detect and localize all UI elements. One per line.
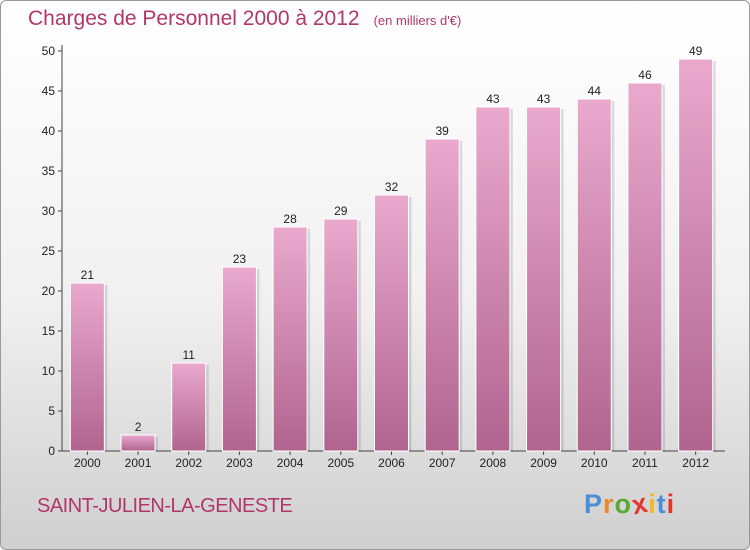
chart-title-text: Charges de Personnel 2000 à 2012 bbox=[28, 7, 360, 30]
bar-value-label: 43 bbox=[486, 92, 500, 106]
y-tick-label: 20 bbox=[42, 284, 56, 298]
bar bbox=[424, 138, 460, 452]
bar-value-label: 28 bbox=[283, 212, 297, 226]
x-tick-label: 2008 bbox=[480, 456, 507, 470]
x-tick-label: 2001 bbox=[125, 456, 152, 470]
bar-value-label: 29 bbox=[334, 204, 348, 218]
y-tick-label: 0 bbox=[48, 444, 55, 458]
y-tick-label: 50 bbox=[42, 44, 56, 58]
x-tick-label: 2000 bbox=[74, 456, 101, 470]
bar bbox=[171, 362, 207, 452]
bar bbox=[272, 226, 308, 452]
y-tick-label: 25 bbox=[42, 244, 56, 258]
bar-value-label: 39 bbox=[436, 124, 450, 138]
bar-value-label: 2 bbox=[135, 420, 142, 434]
x-tick-label: 2011 bbox=[632, 456, 658, 470]
bar-value-label: 44 bbox=[588, 84, 602, 98]
bar-value-label: 11 bbox=[182, 348, 195, 362]
y-tick-label: 35 bbox=[42, 164, 56, 178]
logo-letter: r bbox=[603, 489, 615, 519]
x-tick-label: 2003 bbox=[226, 456, 253, 470]
bar-value-label: 32 bbox=[385, 180, 399, 194]
chart-title: Charges de Personnel 2000 à 2012 (en mill… bbox=[28, 7, 461, 31]
x-tick-label: 2012 bbox=[682, 456, 709, 470]
x-tick-label: 2006 bbox=[378, 456, 405, 470]
chart-subtitle: (en milliers d'€) bbox=[373, 13, 462, 28]
bar-value-label: 49 bbox=[689, 44, 703, 58]
logo-letter: o bbox=[614, 489, 633, 519]
x-tick-label: 2010 bbox=[581, 456, 608, 470]
x-tick-label: 2002 bbox=[175, 456, 202, 470]
proxiti-logo: Proxiti bbox=[584, 488, 676, 521]
y-tick-label: 5 bbox=[48, 404, 55, 418]
bar bbox=[678, 58, 714, 452]
bar-value-label: 46 bbox=[638, 68, 652, 82]
location-name: SAINT-JULIEN-LA-GENESTE bbox=[37, 495, 293, 517]
bar bbox=[69, 282, 105, 452]
bar-value-label: 23 bbox=[233, 252, 247, 266]
x-tick-label: 2009 bbox=[530, 456, 557, 470]
x-tick-label: 2007 bbox=[429, 456, 456, 470]
x-tick-label: 2005 bbox=[327, 456, 354, 470]
bar-value-label: 43 bbox=[537, 92, 551, 106]
bar-value-label: 21 bbox=[81, 268, 95, 282]
y-tick-label: 30 bbox=[42, 204, 56, 218]
bar bbox=[120, 434, 156, 452]
logo-letter: P bbox=[584, 489, 604, 519]
bar bbox=[526, 106, 562, 452]
y-tick-label: 40 bbox=[42, 124, 56, 138]
logo-letter: i bbox=[648, 489, 657, 519]
bar bbox=[374, 194, 409, 452]
bar bbox=[576, 98, 612, 452]
y-tick-label: 15 bbox=[42, 324, 56, 338]
bar bbox=[221, 266, 257, 452]
logo-letter: t bbox=[656, 489, 667, 519]
bar bbox=[627, 82, 663, 452]
y-tick-label: 10 bbox=[42, 364, 56, 378]
logo-letter: i bbox=[666, 489, 676, 519]
x-tick-label: 2004 bbox=[277, 456, 304, 470]
y-tick-label: 45 bbox=[42, 84, 56, 98]
bar bbox=[475, 106, 511, 452]
bar bbox=[323, 218, 359, 452]
